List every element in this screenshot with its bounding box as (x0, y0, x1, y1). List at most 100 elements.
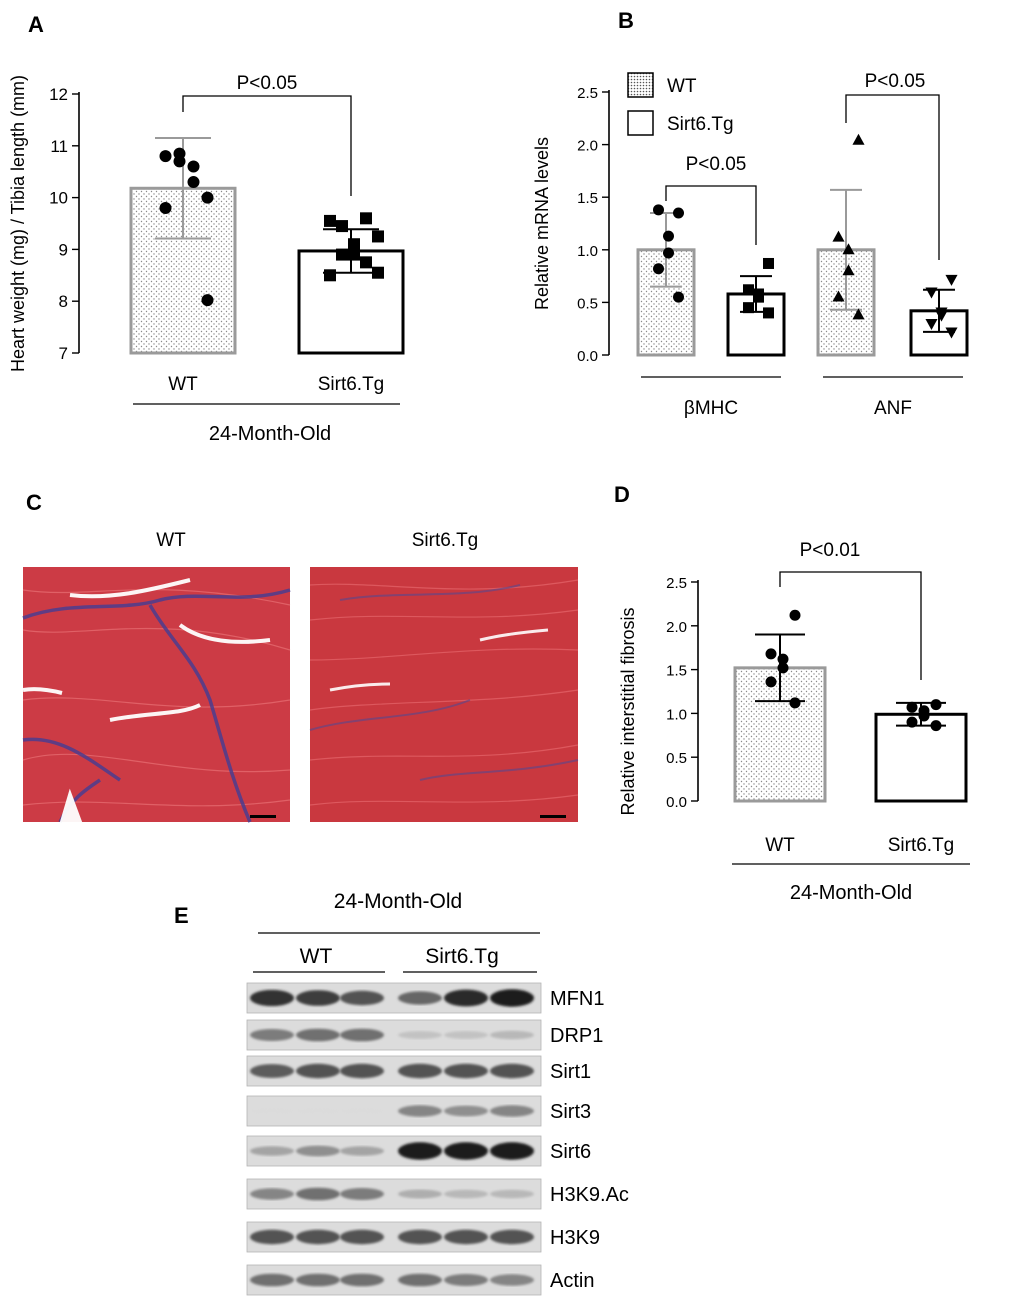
data-point (653, 204, 664, 216)
panel-letter-c: C (26, 490, 42, 515)
y-tick-label: 0.0 (577, 348, 598, 365)
data-point (918, 710, 930, 722)
data-point (348, 248, 360, 261)
blot-band (444, 1063, 488, 1079)
significance-bracket (182, 95, 352, 196)
blot-band (490, 989, 534, 1007)
data-point (842, 243, 855, 255)
blot-band (250, 1064, 294, 1078)
data-point (945, 327, 958, 339)
significance-label: P<0.05 (865, 71, 926, 92)
legend-swatch (627, 72, 654, 98)
blot-band (340, 1188, 384, 1200)
data-point (187, 176, 200, 189)
data-point (945, 274, 958, 286)
significance-bracket (665, 185, 757, 245)
data-point (201, 294, 214, 307)
y-axis-label: Heart weight (mg) / Tibia length (mm) (8, 75, 28, 372)
blot-band (250, 1188, 294, 1200)
data-point (372, 266, 384, 279)
data-point (777, 653, 789, 665)
x-tick-label: WT (168, 374, 198, 395)
y-tick-label: 0.5 (666, 750, 687, 767)
legend-label: Sirt6.Tg (667, 114, 734, 135)
blot-band (398, 1031, 442, 1039)
data-point (336, 220, 348, 233)
data-point (324, 269, 336, 282)
y-tick-label: 7 (59, 344, 68, 363)
blot-row-label: Actin (550, 1270, 594, 1292)
blot-band (490, 1189, 534, 1199)
panel-letter-e: E (174, 903, 189, 928)
blot-band (340, 1107, 384, 1115)
blot-row-sirt1: Sirt1 (246, 1055, 591, 1087)
chart-panel-b: 0.0 0.5 1.0 1.5 2.0 2.5 βMHC ANF Relative mRNA l… (532, 71, 969, 419)
data-point (360, 212, 372, 225)
data-point (906, 701, 918, 713)
data-point (777, 662, 789, 674)
significance-label: P<0.05 (686, 154, 747, 175)
blot-band (250, 1029, 294, 1041)
y-tick-label: 1.5 (666, 663, 687, 680)
x-tick-label: WT (765, 835, 795, 856)
y-tick-label: 2.0 (666, 619, 687, 636)
data-point (852, 133, 865, 145)
panel-letter-d: D (614, 482, 630, 507)
blot-band (250, 1107, 294, 1115)
data-point (935, 310, 948, 322)
blot-row-h3k9: H3K9 (246, 1221, 600, 1253)
data-point (159, 201, 172, 214)
blot-band (250, 1229, 294, 1245)
blot-band (296, 1107, 340, 1115)
blot-band (296, 1028, 340, 1042)
data-point (360, 256, 372, 269)
y-tick-label: 10 (49, 189, 68, 208)
x-tick-label: ANF (874, 398, 912, 419)
blot-row-label: Sirt3 (550, 1101, 591, 1123)
x-tick-label: Sirt6.Tg (318, 374, 385, 395)
bar-sirt6tg (297, 249, 405, 355)
y-tick-label: 2.5 (577, 85, 598, 102)
data-point (348, 238, 360, 251)
y-tick-label: 11 (50, 137, 68, 156)
blot-band (296, 1063, 340, 1079)
blot-band (340, 1273, 384, 1287)
data-point (763, 307, 774, 319)
histology-image-wt (22, 567, 291, 824)
blot-band (250, 989, 294, 1007)
data-point (187, 160, 200, 173)
significance-label: P<0.01 (800, 540, 861, 561)
blot-band (296, 1145, 340, 1157)
data-point (159, 150, 172, 163)
blot-row-sirt6: Sirt6 (246, 1135, 591, 1167)
blot-row-drp1: DRP1 (246, 1019, 603, 1051)
data-point (663, 247, 674, 259)
data-point (663, 230, 674, 242)
y-axis-label: Relative interstitial fibrosis (618, 607, 638, 815)
blot-band (398, 1105, 442, 1117)
data-point (653, 263, 664, 275)
data-point (753, 291, 764, 303)
y-tick-label: 8 (59, 292, 68, 311)
data-point (930, 699, 942, 711)
histology-label-wt: WT (156, 530, 186, 551)
group-label: 24-Month-Old (209, 423, 331, 445)
blot-band (444, 989, 488, 1007)
blot-band (398, 1189, 442, 1199)
blot-row-label: Sirt6 (550, 1141, 591, 1163)
y-axis-label: Relative mRNA levels (532, 137, 552, 310)
blot-group-label-wt: WT (300, 945, 333, 968)
blot-band (340, 1028, 384, 1042)
histology-panel: WT Sirt6.Tg (22, 530, 579, 824)
data-point (906, 716, 918, 728)
y-tick-label: 0.0 (666, 794, 687, 811)
blot-row-label: DRP1 (550, 1025, 603, 1047)
blot-band (444, 1274, 488, 1286)
blot-band (444, 1229, 488, 1245)
y-tick-label: 1.0 (577, 243, 598, 260)
x-tick-label: βMHC (684, 398, 738, 419)
blot-band (340, 1229, 384, 1245)
data-point (832, 230, 845, 242)
y-tick-label: 9 (59, 240, 68, 259)
blot-band (490, 1142, 534, 1160)
